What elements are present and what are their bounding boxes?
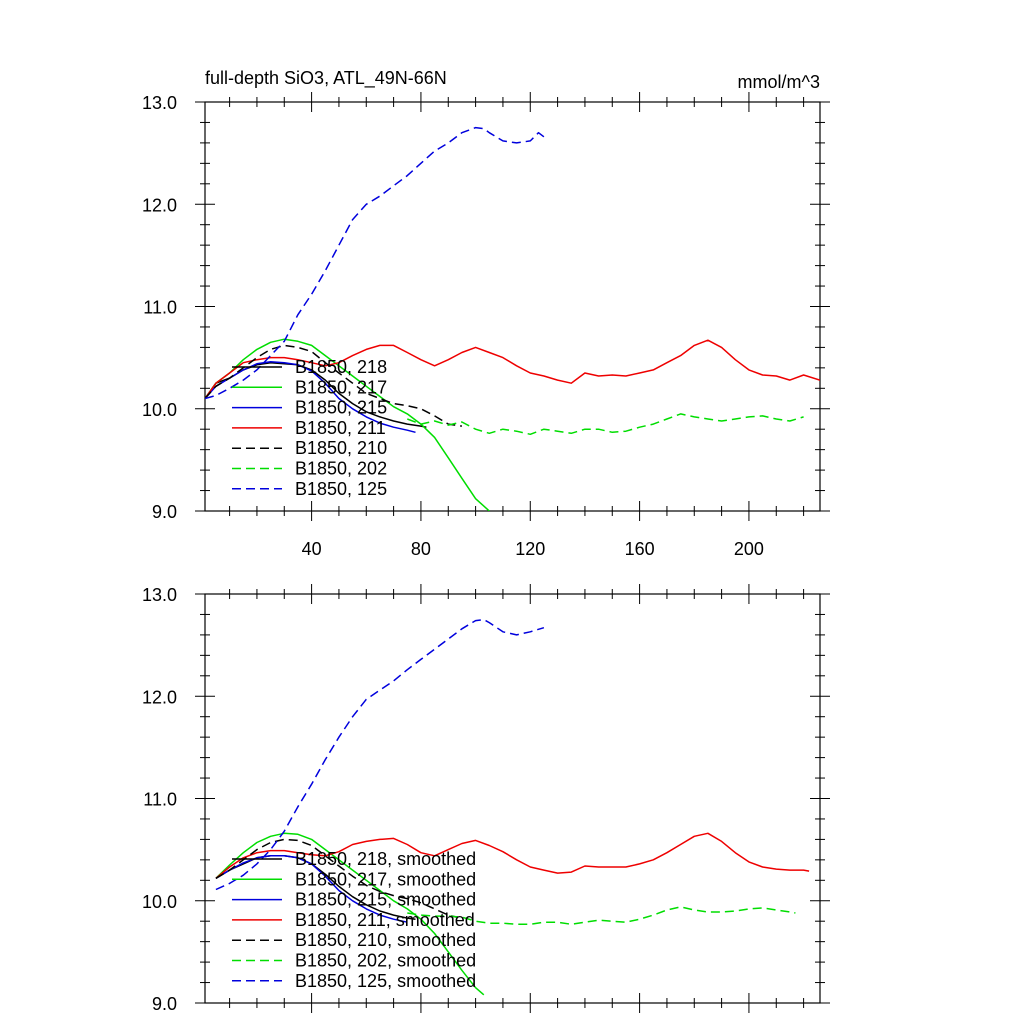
chart-title: full-depth SiO3, ATL_49N-66N	[205, 68, 447, 89]
legend-label: B1850, 202	[295, 459, 387, 479]
series-line	[215, 838, 457, 918]
legend-label: B1850, 210, smoothed	[295, 930, 476, 950]
legend-label: B1850, 202, smoothed	[295, 951, 476, 971]
series-line	[205, 338, 490, 511]
legend-label: B1850, 215, smoothed	[295, 890, 476, 910]
series-line	[215, 832, 810, 879]
series-line	[215, 832, 485, 996]
legend-label: B1850, 125	[295, 479, 387, 499]
series-line	[215, 855, 408, 923]
y-tick-label: 10.0	[142, 400, 177, 420]
units-label: mmol/m^3	[738, 72, 820, 92]
top-panel: 9.0 10.0 11.0 12.0 13.0 40 80 120 160 200 B1850, 2…	[142, 92, 830, 559]
y-tick-label: 12.0	[142, 195, 177, 215]
y-tick-label: 9.0	[152, 502, 177, 522]
x-tick-label: 200	[734, 539, 764, 559]
y-tick-label: 12.0	[142, 687, 177, 707]
legend-label: B1850, 217, smoothed	[295, 869, 476, 889]
x-tick-label: 80	[411, 539, 431, 559]
y-tick-label: 11.0	[143, 790, 177, 810]
legend-label: B1850, 215	[295, 398, 387, 418]
y-tick-label: 10.0	[142, 892, 177, 912]
y-tick-label: 11.0	[143, 298, 177, 318]
y-tick-label: 9.0	[152, 994, 177, 1014]
legend-label: B1850, 217	[295, 377, 387, 397]
y-tick-label: 13.0	[142, 93, 177, 113]
series-line	[205, 126, 545, 400]
legend-label: B1850, 218, smoothed	[295, 849, 476, 869]
series-line	[407, 906, 796, 926]
legend-label: B1850, 218	[295, 357, 387, 377]
legend-label: B1850, 125, smoothed	[295, 971, 476, 991]
series-line	[215, 618, 545, 891]
x-tick-label: 40	[302, 539, 322, 559]
series-line	[205, 360, 416, 434]
legend-label: B1850, 210	[295, 438, 387, 458]
x-tick-label: 160	[625, 539, 655, 559]
series-line	[205, 339, 820, 399]
x-tick-label: 120	[515, 539, 545, 559]
legend-label: B1850, 211, smoothed	[295, 910, 475, 930]
series-line	[407, 413, 804, 436]
legend-label: B1850, 211	[295, 418, 386, 438]
y-tick-label: 13.0	[142, 585, 177, 605]
